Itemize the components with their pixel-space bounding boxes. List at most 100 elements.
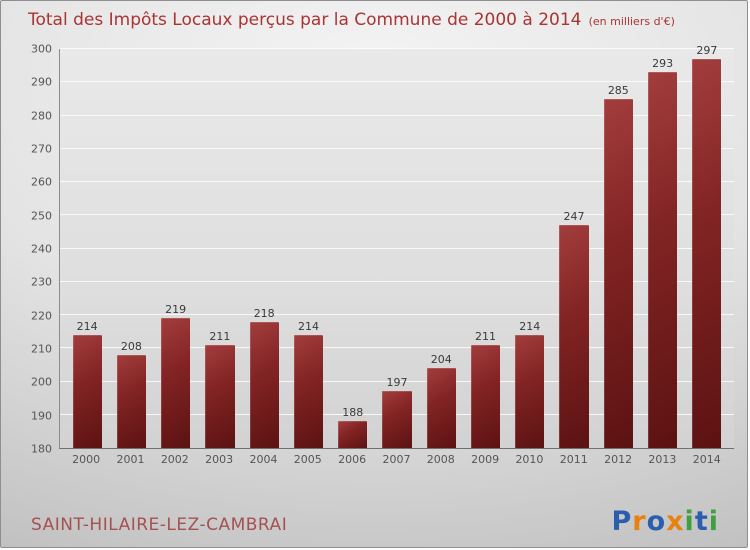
bar-slot: 197 [375, 49, 419, 448]
bar-value-label: 247 [563, 210, 585, 224]
bar-slot: 214 [286, 49, 330, 448]
bar-value-label: 214 [76, 319, 98, 333]
logo-letter: i [708, 506, 719, 537]
x-tick-label: 2000 [72, 453, 101, 466]
chart-header: Total des Impôts Locaux perçus par la Co… [28, 10, 737, 30]
bar-chart: 180 190 200 210 220 230 240 250 260 270 280 290 300 … [17, 44, 734, 471]
gridline [60, 181, 734, 183]
y-tick-label: 200 [31, 375, 52, 389]
bar [205, 344, 235, 448]
bar-slot: 297 [685, 45, 729, 448]
x-tick-label: 2012 [604, 453, 633, 466]
bar-slot: 208 [109, 49, 153, 448]
bar-value-label: 211 [475, 329, 497, 343]
bar-value-label: 188 [342, 406, 364, 420]
x-tick-label: 2006 [338, 453, 367, 466]
gridline [60, 81, 734, 83]
y-tick-label: 300 [31, 42, 52, 56]
bar [426, 368, 456, 448]
logo-letter: o [646, 506, 667, 537]
bar-value-label: 218 [253, 306, 275, 320]
logo-letter: t [694, 506, 709, 537]
bar-slot: 211 [463, 49, 507, 448]
bar [603, 98, 633, 448]
y-tick-label: 210 [31, 342, 52, 356]
bar-slot: 214 [65, 49, 109, 448]
x-axis: 2000 2001 2002 2003 2004 2005 2006 2007 2008 2009… [59, 449, 734, 471]
bar [515, 334, 545, 448]
bar [470, 344, 501, 448]
bar-value-label: 293 [652, 57, 674, 71]
bar-slot: 188 [331, 49, 375, 448]
bar-value-label: 214 [297, 319, 319, 333]
y-tick-label: 230 [31, 275, 52, 289]
x-tick-label: 2011 [559, 453, 588, 466]
x-tick-label: 2013 [648, 453, 677, 466]
page-subtitle: (en milliers d'€) [588, 15, 675, 28]
bar-value-label: 208 [120, 339, 142, 353]
plot-area: 214 208 219 211 218 214 188 197 204 211 214 247 285 2… [59, 45, 734, 449]
bar [338, 421, 368, 448]
x-tick-label: 2009 [471, 453, 500, 466]
logo-letter: P [611, 506, 633, 537]
bar-value-label: 211 [209, 329, 231, 343]
bar-slot: 214 [508, 49, 552, 448]
bar-value-label: 219 [165, 303, 187, 317]
x-tick-label: 2010 [515, 453, 544, 466]
bar [293, 334, 324, 448]
bar-slot: 211 [198, 49, 242, 448]
x-tick-label: 2002 [160, 453, 189, 466]
gridline [60, 280, 734, 282]
gridline [60, 314, 734, 316]
page-title: Total des Impôts Locaux perçus par la Co… [28, 10, 582, 30]
gridline [60, 114, 734, 116]
logo-letter: i [684, 506, 695, 537]
x-tick-label: 2014 [692, 453, 721, 466]
gridline [60, 147, 734, 149]
logo-letter: r [632, 506, 647, 537]
x-tick-label: 2004 [249, 453, 278, 466]
y-axis: 180 190 200 210 220 230 240 250 260 270 280 290 300 [17, 44, 59, 455]
bar [161, 318, 191, 448]
y-tick-label: 290 [31, 75, 52, 89]
bar-slot: 247 [552, 49, 596, 448]
bar-value-label: 214 [519, 319, 541, 333]
bar-slot: 204 [419, 49, 463, 448]
gridline [60, 247, 734, 249]
bar [692, 58, 722, 448]
y-tick-label: 190 [31, 409, 52, 423]
bar [647, 72, 678, 448]
bar [249, 321, 279, 448]
gridline [60, 214, 734, 216]
y-tick-label: 180 [31, 442, 52, 456]
gridline [60, 380, 734, 382]
bar-slot: 218 [242, 49, 286, 448]
y-tick-label: 240 [31, 242, 52, 256]
x-tick-label: 2008 [426, 453, 455, 466]
logo-letter: x [666, 506, 685, 537]
bar-slot: 293 [640, 49, 684, 448]
bar-slot: 219 [154, 49, 198, 448]
bar-value-label: 285 [607, 83, 629, 97]
bar [559, 225, 589, 448]
y-tick-label: 280 [31, 109, 52, 123]
y-tick-label: 250 [31, 209, 52, 223]
bar-value-label: 197 [386, 376, 408, 390]
y-tick-label: 270 [31, 142, 52, 156]
bar-value-label: 297 [696, 43, 718, 57]
bar [382, 391, 412, 448]
proxiti-logo: Proxiti [611, 508, 719, 535]
footer: SAINT-HILAIRE-LEZ-CAMBRAI Proxiti [31, 508, 719, 535]
x-tick-label: 2007 [382, 453, 411, 466]
y-tick-label: 260 [31, 175, 52, 189]
gridline [60, 347, 734, 349]
bar [72, 334, 102, 448]
x-tick-label: 2001 [116, 453, 145, 466]
commune-name: SAINT-HILAIRE-LEZ-CAMBRAI [31, 515, 288, 535]
bars-container: 214 208 219 211 218 214 188 197 204 211 214 247 285 2… [60, 45, 734, 448]
x-tick-label: 2003 [205, 453, 234, 466]
bar-value-label: 204 [430, 353, 452, 367]
bar [116, 354, 146, 448]
bar-slot: 285 [596, 49, 640, 448]
